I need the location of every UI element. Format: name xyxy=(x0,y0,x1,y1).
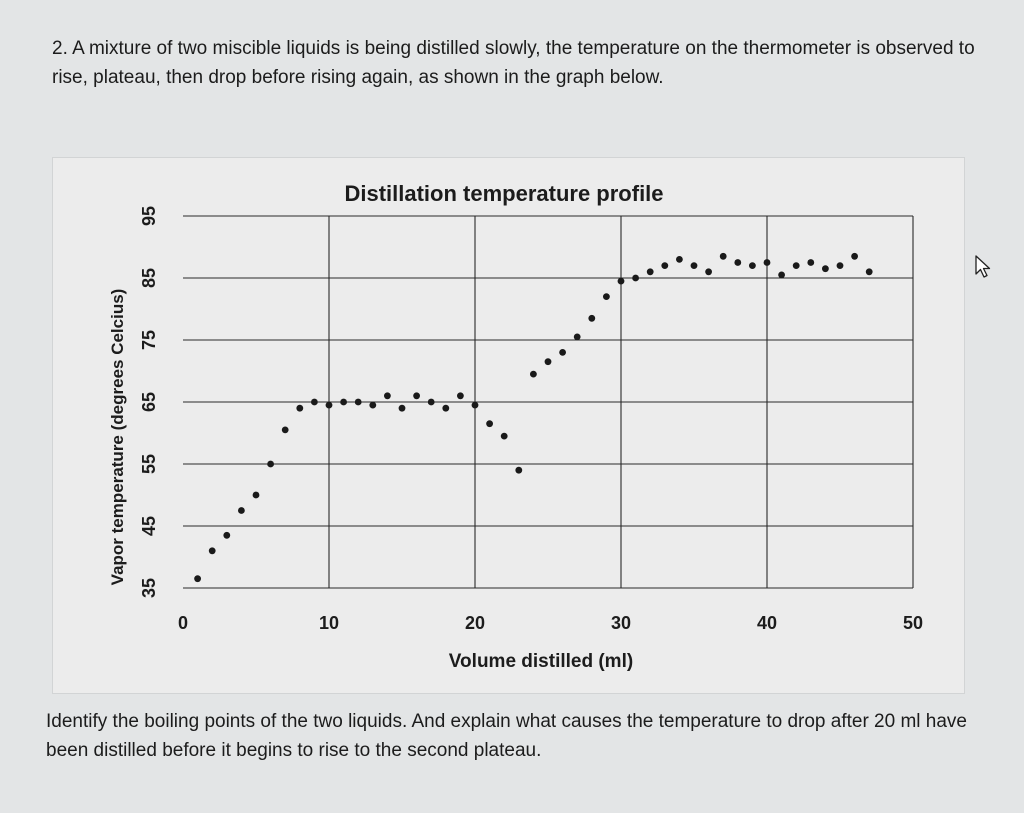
data-point xyxy=(646,268,654,276)
distillation-chart: 0 10 20 30 40 50 35 45 55 65 75 85 95 Distillation … xyxy=(108,181,923,672)
data-point xyxy=(486,420,493,428)
data-point xyxy=(384,392,391,400)
data-point xyxy=(676,256,683,263)
y-tick-label: 55 xyxy=(139,454,159,474)
data-points xyxy=(194,252,873,583)
data-point xyxy=(865,268,873,276)
data-point xyxy=(763,259,771,266)
x-tick-label: 50 xyxy=(903,613,923,633)
data-point xyxy=(530,370,537,378)
data-point xyxy=(471,401,479,409)
data-point xyxy=(500,432,508,440)
data-point xyxy=(661,262,669,269)
question-text: 2. A mixture of two miscible liquids is … xyxy=(52,38,975,88)
y-tick-label: 45 xyxy=(139,516,159,536)
y-tick-label: 75 xyxy=(139,330,159,350)
data-point xyxy=(325,401,333,409)
y-tick-labels: 35 45 55 65 75 85 95 xyxy=(139,206,159,598)
data-point xyxy=(603,293,610,300)
data-point xyxy=(267,460,274,468)
x-tick-labels: 0 10 20 30 40 50 xyxy=(178,613,923,633)
data-point xyxy=(807,259,815,266)
data-point xyxy=(281,426,289,434)
data-point xyxy=(734,259,742,266)
x-axis-label: Volume distilled (ml) xyxy=(449,651,633,672)
data-point xyxy=(354,398,362,406)
data-point xyxy=(238,507,245,514)
data-point xyxy=(851,252,858,260)
data-point xyxy=(705,268,712,276)
mouse-pointer-icon xyxy=(975,255,991,278)
y-tick-label: 95 xyxy=(139,206,159,226)
data-point xyxy=(252,491,260,499)
data-point xyxy=(398,404,406,412)
data-point xyxy=(296,404,304,412)
data-point xyxy=(413,392,420,400)
data-point xyxy=(223,531,231,539)
data-point xyxy=(588,314,596,322)
chart-panel: 0 10 20 30 40 50 35 45 55 65 75 85 95 Distillation … xyxy=(52,157,965,694)
grid xyxy=(183,215,914,589)
data-point xyxy=(690,262,698,269)
data-point xyxy=(208,547,216,555)
data-point xyxy=(617,277,625,285)
data-point xyxy=(778,271,785,279)
data-point xyxy=(749,262,756,269)
data-point xyxy=(544,358,552,366)
data-point xyxy=(457,392,464,400)
x-tick-label: 0 xyxy=(178,613,188,633)
data-point xyxy=(836,262,844,269)
data-point xyxy=(194,575,202,583)
data-point xyxy=(369,401,377,409)
footer-question: Identify the boiling points of the two l… xyxy=(46,711,967,761)
y-tick-label: 65 xyxy=(139,392,159,412)
data-point xyxy=(442,404,450,412)
data-point xyxy=(427,398,435,406)
chart-title: Distillation temperature profile xyxy=(344,181,663,206)
data-point xyxy=(573,333,581,341)
data-point xyxy=(515,466,523,474)
data-point xyxy=(559,349,566,356)
y-tick-label: 35 xyxy=(139,578,159,598)
x-tick-label: 20 xyxy=(465,613,485,633)
data-point xyxy=(719,252,727,260)
y-tick-label: 85 xyxy=(139,268,159,288)
x-tick-label: 30 xyxy=(611,613,631,633)
data-point xyxy=(792,262,800,269)
data-point xyxy=(822,265,829,273)
y-axis-label: Vapor temperature (degrees Celcius) xyxy=(108,289,127,586)
x-tick-label: 10 xyxy=(319,613,339,633)
x-tick-label: 40 xyxy=(757,613,777,633)
data-point xyxy=(311,398,318,406)
data-point xyxy=(340,398,347,406)
data-point xyxy=(632,274,639,282)
